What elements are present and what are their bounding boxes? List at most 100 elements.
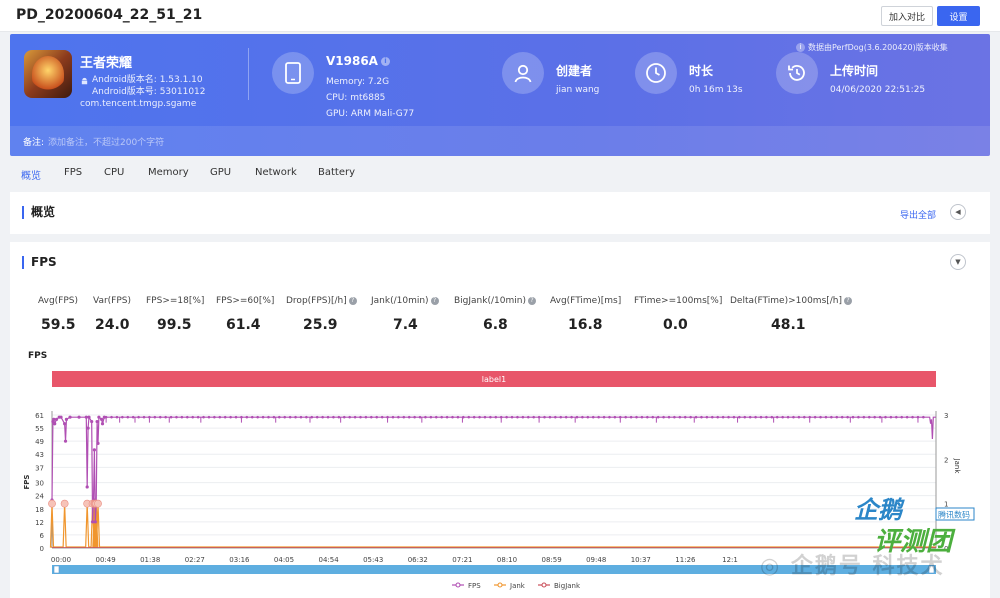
fps-point — [624, 415, 627, 419]
fps-point — [95, 419, 99, 424]
metric-value: 25.9 — [303, 317, 338, 333]
fps-point — [564, 415, 568, 419]
overview-title: 概览 — [22, 206, 55, 219]
fps-point — [218, 415, 222, 419]
fps-point — [54, 417, 59, 421]
metric-label: FPS>=18[%] — [146, 296, 205, 306]
svg-text:腾讯数码: 腾讯数码 — [938, 510, 970, 520]
fps-point — [716, 415, 720, 419]
fps-point — [53, 422, 57, 426]
fps-point — [175, 415, 178, 419]
fps-point — [710, 415, 714, 419]
fps-point — [878, 415, 882, 419]
metric-value: 7.4 — [393, 317, 418, 333]
fps-point — [900, 415, 904, 419]
report-summary-banner: i 数据由PerfDog(3.6.200420)版本收集 王者荣耀 Android… — [10, 34, 990, 156]
fps-point — [516, 415, 519, 419]
device-model: V1986A i — [326, 54, 390, 68]
fps-point — [64, 417, 69, 421]
fps-point — [700, 415, 703, 419]
fps-point — [862, 415, 866, 419]
note-input[interactable]: 添加备注，不超过200个字符 — [48, 138, 165, 148]
fps-point — [418, 415, 422, 419]
fps-point — [100, 417, 104, 421]
fps-point — [765, 415, 768, 419]
chart-title: FPS — [28, 351, 48, 361]
fps-point — [158, 415, 162, 419]
metric-label: Jank(/10min)? — [371, 296, 439, 306]
data-source-note: i 数据由PerfDog(3.6.200420)版本收集 — [796, 42, 948, 53]
fps-point — [559, 415, 563, 419]
metric-label: BigJank(/10min)? — [454, 296, 536, 306]
y-tick-label: 24 — [35, 493, 44, 501]
fps-point — [678, 415, 682, 419]
help-icon[interactable]: ? — [348, 296, 357, 305]
legend-marker — [455, 582, 461, 588]
collapse-down-icon[interactable]: ▼ — [950, 254, 966, 270]
phone-icon — [272, 52, 314, 94]
fps-point — [867, 415, 871, 419]
fps-point — [256, 415, 259, 419]
label-band[interactable]: label1 — [52, 371, 936, 387]
fps-point — [169, 415, 173, 419]
collapse-left-icon[interactable]: ◀ — [950, 204, 966, 220]
fps-point — [294, 415, 297, 419]
legend-label: Jank — [509, 582, 526, 590]
fps-point — [608, 415, 611, 419]
fps-point — [635, 415, 638, 419]
fps-point — [100, 422, 105, 426]
fps-point — [651, 415, 655, 419]
fps-point — [478, 415, 481, 419]
fps-point — [689, 415, 692, 419]
fps-point — [397, 415, 400, 419]
fps-point — [759, 415, 763, 419]
fps-point — [781, 415, 784, 419]
jank-point — [94, 499, 102, 508]
y-tick-label: 55 — [35, 425, 44, 433]
fps-point — [337, 415, 341, 419]
fps-point — [554, 415, 557, 419]
creator-title: 创建者 — [556, 64, 593, 78]
tab-battery[interactable]: Battery — [318, 167, 356, 178]
fps-point — [332, 415, 335, 419]
metric-value: 16.8 — [568, 317, 603, 333]
tab-gpu[interactable]: GPU — [210, 167, 232, 178]
x-tick-label: 09:48 — [586, 556, 606, 564]
fps-point — [402, 415, 406, 419]
fps-point — [229, 415, 232, 419]
export-all-link[interactable]: 导出全部 — [900, 211, 937, 221]
fps-point — [775, 415, 779, 419]
y-tick-label: 43 — [35, 451, 44, 459]
help-icon[interactable]: ? — [430, 296, 439, 305]
duration-value: 0h 16m 13s — [689, 85, 743, 95]
x-tick-label: 08:10 — [497, 556, 517, 564]
tab-fps[interactable]: FPS — [64, 167, 83, 178]
fps-point — [196, 415, 200, 419]
report-title: PD_20200604_22_51_21 — [16, 7, 203, 23]
fps-point — [629, 415, 633, 419]
metric-label: Avg(FTime)[ms] — [550, 296, 622, 306]
fps-point — [662, 415, 665, 419]
fps-point — [102, 415, 106, 419]
zoom-handle-left — [53, 565, 60, 574]
fps-point — [792, 415, 795, 419]
tab-overview[interactable]: 概览 — [21, 171, 41, 182]
fps-point — [63, 439, 68, 443]
tab-cpu[interactable]: CPU — [104, 167, 125, 178]
fps-point — [429, 415, 433, 419]
add-to-compare-button[interactable]: 加入对比 — [881, 6, 933, 26]
help-icon[interactable]: ? — [844, 296, 853, 305]
fps-point — [87, 415, 91, 419]
tab-memory[interactable]: Memory — [148, 167, 189, 178]
help-icon[interactable]: ? — [527, 296, 536, 305]
fps-point — [93, 520, 97, 524]
fps-point — [602, 415, 606, 419]
fps-point — [267, 415, 270, 419]
x-tick-label: 00:49 — [96, 556, 116, 564]
fps-point — [424, 415, 427, 419]
overview-panel: 概览 导出全部 ◀ — [10, 192, 990, 234]
settings-button[interactable]: 设置 — [937, 6, 980, 26]
fps-point — [819, 415, 822, 419]
tab-network[interactable]: Network — [255, 167, 297, 178]
